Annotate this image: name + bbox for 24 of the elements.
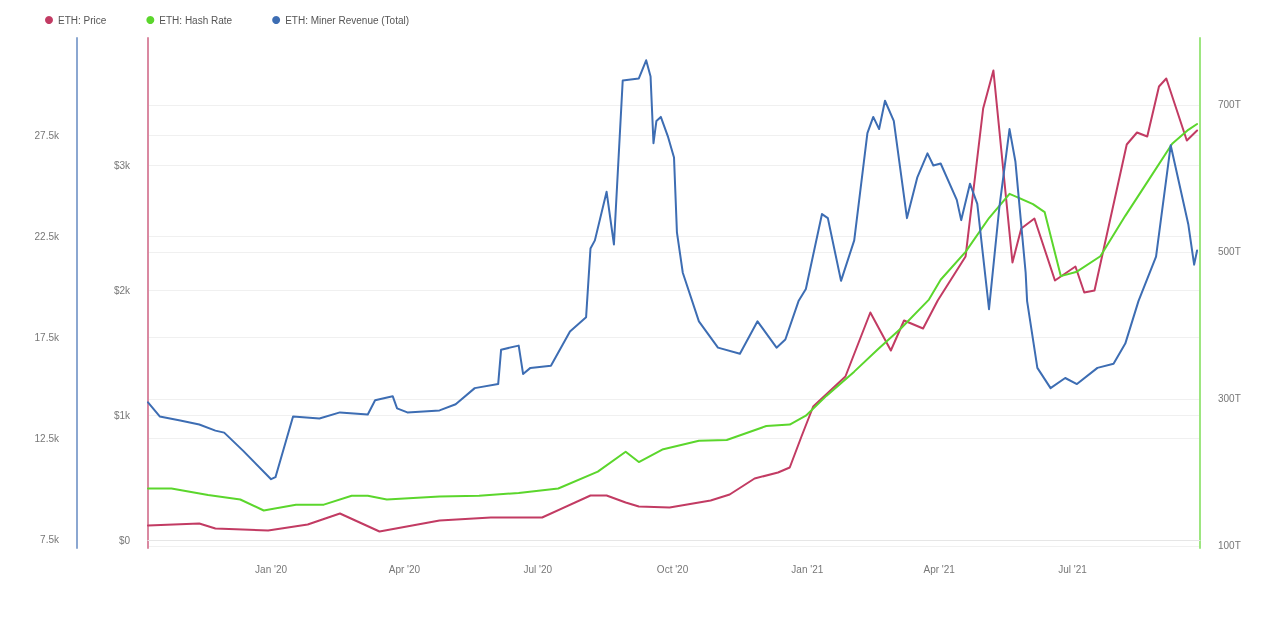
y3-tick-label: 27.5k <box>34 129 60 141</box>
legend-label: ETH: Miner Revenue (Total) <box>285 14 410 26</box>
y3-tick-label: 22.5k <box>34 230 60 242</box>
x-tick-label: Oct '20 <box>656 563 689 575</box>
line-series <box>147 122 1199 512</box>
y-tick-label: $3k <box>113 160 131 171</box>
x-tick-label: Jul '21 <box>1058 563 1088 575</box>
y2-tick-label: 100T <box>1218 540 1241 552</box>
x-tick-label: Apr '21 <box>923 563 956 575</box>
y3-tick-label: 7.5k <box>40 534 60 546</box>
y-tick-label: $1k <box>113 410 131 421</box>
x-tick-label: Jan '21 <box>791 563 824 575</box>
y-tick-label: $0 <box>118 535 131 546</box>
x-tick-label: Apr '20 <box>388 563 421 575</box>
y-tick-label: $2k <box>113 285 131 296</box>
y3-tick-label: 17.5k <box>34 332 60 344</box>
y2-tick-label: 700T <box>1218 99 1241 111</box>
x-tick-label: Jul '20 <box>523 563 553 575</box>
y2-tick-label: 300T <box>1218 393 1241 405</box>
y2-tick-label: 500T <box>1218 246 1241 258</box>
legend-label: ETH: Hash Rate <box>159 14 233 26</box>
legend-label: ETH: Price <box>58 14 107 26</box>
x-tick-label: Jan '20 <box>255 563 288 575</box>
y3-tick-label: 12.5k <box>34 433 60 445</box>
